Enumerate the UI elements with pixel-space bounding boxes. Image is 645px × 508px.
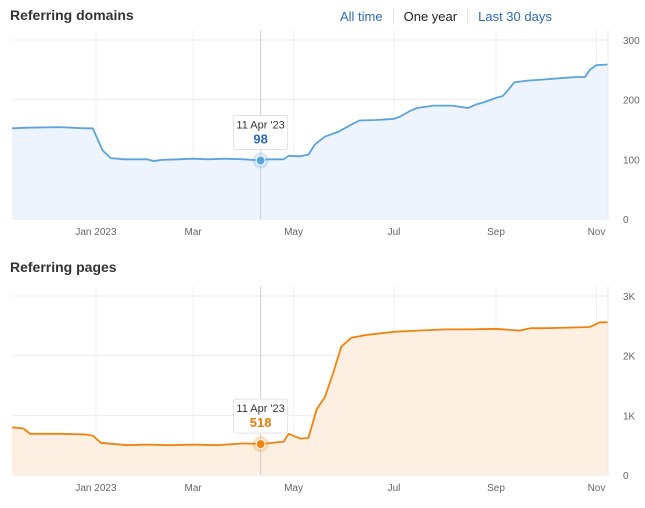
hover-point[interactable]: [255, 439, 266, 450]
x-tick-label: Mar: [184, 227, 202, 238]
series-line: [11, 63, 609, 162]
x-tick-label: Nov: [588, 483, 606, 494]
tooltip-value: 98: [253, 132, 267, 147]
y-tick-label: 2K: [623, 352, 636, 363]
time-range-selector: All time One year Last 30 days: [330, 9, 562, 24]
referring-domains-chart[interactable]: 0 100 200 300 Jan 2023 Mar May Jul Sep Nov 11 Apr …: [0, 30, 645, 242]
referring-pages-chart[interactable]: 0 1K 2K 3K Jan 2023 Mar May Jul Sep Nov 11 Apr '23…: [0, 286, 645, 498]
x-tick-label: Jan 2023: [75, 483, 117, 494]
x-tick-label: Jan 2023: [75, 227, 117, 238]
tooltip-value: 518: [250, 415, 272, 430]
x-tick-label: Nov: [588, 227, 606, 238]
y-tick-label: 0: [623, 215, 629, 226]
x-tick-label: Mar: [184, 483, 202, 494]
hover-point[interactable]: [255, 155, 266, 166]
x-tick-label: Sep: [487, 227, 505, 238]
y-tick-label: 100: [623, 155, 640, 166]
x-tick-label: May: [284, 227, 303, 238]
x-tick-label: Jul: [388, 483, 401, 494]
y-tick-label: 200: [623, 96, 640, 107]
x-tick-label: Sep: [487, 483, 505, 494]
y-tick-label: 0: [623, 471, 629, 482]
chart-title-referring-pages: Referring pages: [10, 259, 117, 275]
series-area: [12, 322, 608, 475]
series-line: [11, 321, 608, 447]
range-last-30-days[interactable]: Last 30 days: [478, 9, 552, 24]
tooltip-date: 11 Apr '23: [236, 120, 284, 132]
series-area: [12, 64, 608, 219]
y-tick-label: 1K: [623, 411, 636, 422]
range-all-time[interactable]: All time: [330, 9, 394, 24]
tooltip-box: [233, 115, 289, 151]
chart-title-referring-domains: Referring domains: [10, 7, 134, 23]
tooltip-box: [233, 398, 289, 434]
x-tick-label: Jul: [388, 227, 401, 238]
range-one-year[interactable]: One year: [394, 9, 469, 24]
tooltip-date: 11 Apr '23: [236, 403, 284, 415]
y-tick-label: 300: [623, 36, 640, 47]
x-tick-label: May: [284, 483, 303, 494]
y-tick-label: 3K: [623, 292, 636, 303]
